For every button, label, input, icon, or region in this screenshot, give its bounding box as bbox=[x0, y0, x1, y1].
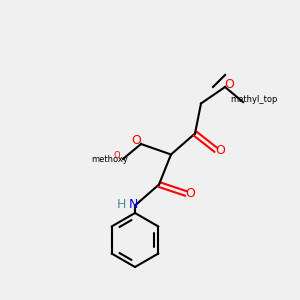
Text: O: O bbox=[216, 143, 225, 157]
Text: O: O bbox=[225, 77, 234, 91]
Text: O: O bbox=[132, 134, 141, 148]
Text: methoxy: methoxy bbox=[91, 154, 128, 164]
Text: methyl_top: methyl_top bbox=[230, 94, 277, 103]
Text: O: O bbox=[113, 152, 120, 160]
Text: O: O bbox=[186, 187, 195, 200]
Text: N: N bbox=[129, 197, 138, 211]
Text: H: H bbox=[117, 197, 126, 211]
